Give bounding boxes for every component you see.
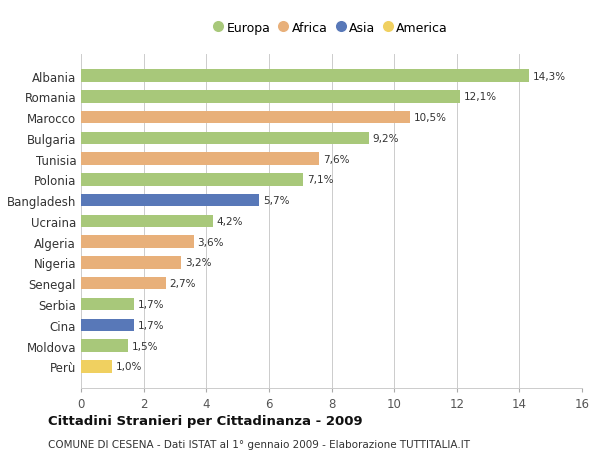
Text: 3,6%: 3,6%: [197, 237, 224, 247]
Text: 7,6%: 7,6%: [323, 154, 349, 164]
Text: 4,2%: 4,2%: [216, 217, 243, 226]
Bar: [81, 174, 304, 186]
Text: 1,5%: 1,5%: [132, 341, 158, 351]
Bar: [81, 91, 460, 103]
Text: 12,1%: 12,1%: [464, 92, 497, 102]
Text: Cittadini Stranieri per Cittadinanza - 2009: Cittadini Stranieri per Cittadinanza - 2…: [48, 414, 362, 428]
Text: COMUNE DI CESENA - Dati ISTAT al 1° gennaio 2009 - Elaborazione TUTTITALIA.IT: COMUNE DI CESENA - Dati ISTAT al 1° genn…: [48, 440, 470, 449]
Text: 1,7%: 1,7%: [138, 320, 164, 330]
Bar: [81, 277, 166, 290]
Legend: Europa, Africa, Asia, America: Europa, Africa, Asia, America: [211, 18, 452, 39]
Bar: [81, 153, 319, 166]
Text: 1,7%: 1,7%: [138, 299, 164, 309]
Text: 7,1%: 7,1%: [307, 175, 334, 185]
Bar: [81, 236, 194, 248]
Bar: [81, 340, 128, 352]
Text: 9,2%: 9,2%: [373, 134, 400, 144]
Bar: [81, 215, 212, 228]
Text: 3,2%: 3,2%: [185, 258, 211, 268]
Bar: [81, 112, 410, 124]
Text: 10,5%: 10,5%: [413, 113, 446, 123]
Text: 5,7%: 5,7%: [263, 196, 290, 206]
Bar: [81, 70, 529, 83]
Bar: [81, 195, 259, 207]
Bar: [81, 132, 369, 145]
Bar: [81, 298, 134, 311]
Bar: [81, 319, 134, 331]
Bar: [81, 360, 112, 373]
Text: 2,7%: 2,7%: [169, 279, 196, 289]
Text: 1,0%: 1,0%: [116, 362, 142, 371]
Bar: [81, 257, 181, 269]
Text: 14,3%: 14,3%: [533, 72, 566, 81]
